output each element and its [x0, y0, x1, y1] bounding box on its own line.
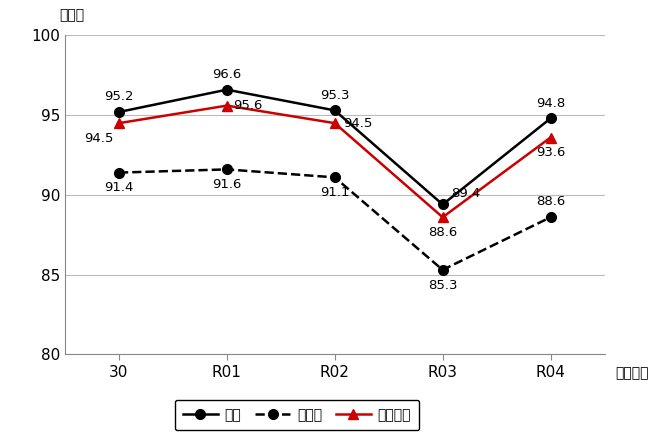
町村計 [439, 267, 447, 272]
Text: 91.1: 91.1 [320, 186, 350, 199]
市町村計 [115, 120, 123, 126]
Text: 95.6: 95.6 [233, 99, 263, 112]
Line: 町村計: 町村計 [114, 164, 555, 275]
町村計 [547, 214, 554, 220]
Text: 95.3: 95.3 [320, 89, 350, 101]
市町村計 [547, 135, 554, 140]
市町村計 [223, 103, 231, 108]
Text: 88.6: 88.6 [536, 195, 566, 209]
Text: 91.6: 91.6 [212, 178, 242, 191]
市計 [331, 108, 339, 113]
Line: 市町村計: 市町村計 [114, 101, 555, 222]
市計 [439, 202, 447, 207]
Text: （％）: （％） [60, 9, 84, 23]
市計 [223, 87, 231, 92]
Line: 市計: 市計 [114, 85, 555, 210]
Text: 94.5: 94.5 [84, 132, 114, 145]
Text: 95.2: 95.2 [104, 90, 134, 103]
町村計 [331, 175, 339, 180]
Text: 94.8: 94.8 [536, 97, 566, 109]
市町村計 [439, 214, 447, 220]
Text: 94.5: 94.5 [343, 117, 372, 130]
町村計 [115, 170, 123, 175]
Text: 91.4: 91.4 [104, 181, 134, 194]
市計 [547, 116, 554, 121]
Text: 88.6: 88.6 [428, 226, 458, 239]
Text: （年度）: （年度） [616, 366, 649, 381]
Text: 85.3: 85.3 [428, 279, 458, 291]
市町村計 [331, 120, 339, 126]
町村計 [223, 167, 231, 172]
Text: 96.6: 96.6 [212, 68, 242, 81]
Text: 93.6: 93.6 [536, 146, 566, 159]
Text: 89.4: 89.4 [451, 187, 480, 200]
市計 [115, 109, 123, 115]
Legend: 市計, 町村計, 市町村計: 市計, 町村計, 市町村計 [175, 400, 419, 431]
